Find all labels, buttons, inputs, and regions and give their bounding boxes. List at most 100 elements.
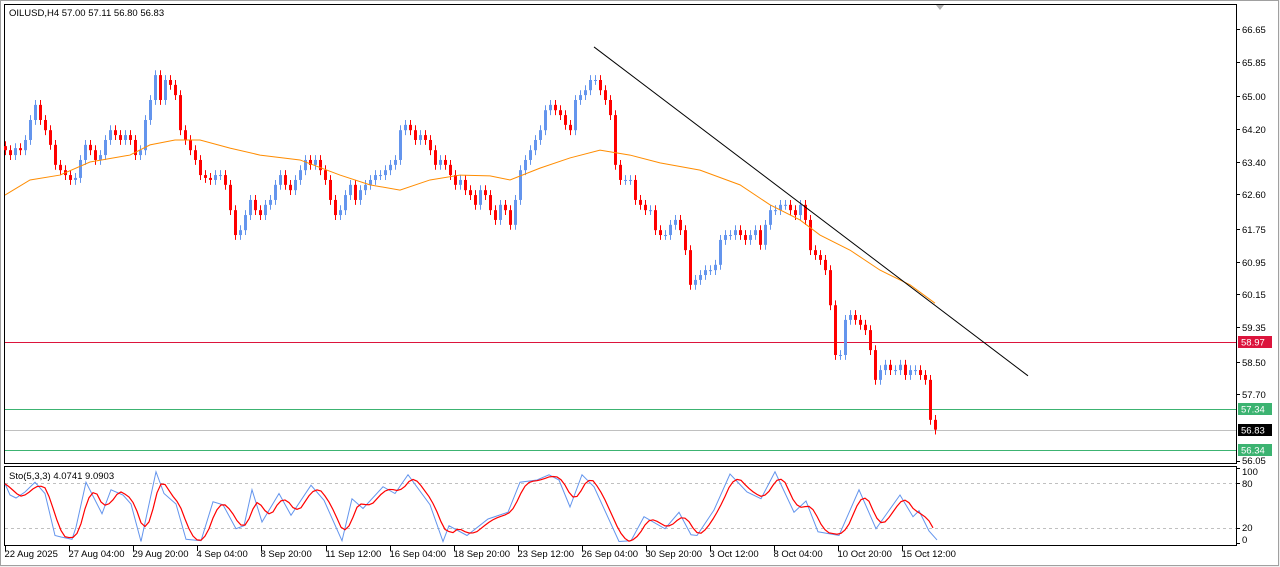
time-tick-label: 15 Oct 12:00: [902, 549, 956, 560]
stochastic-main-line: [4, 469, 938, 543]
moving-average: [4, 139, 936, 304]
bear-candle: [474, 195, 477, 205]
bull-candle: [404, 124, 407, 131]
bear-candle: [94, 150, 97, 160]
bear-candle: [929, 379, 932, 420]
bear-candle: [229, 184, 232, 211]
bull-candle: [84, 144, 87, 160]
bear-candle: [199, 159, 202, 176]
bear-candle: [599, 80, 602, 91]
bear-candle: [904, 364, 907, 375]
time-tick-label: 18 Sep 20:00: [454, 549, 511, 560]
bull-candle: [439, 159, 442, 165]
bull-candle: [884, 364, 887, 371]
price-tick-label: 60.15: [1242, 290, 1266, 301]
bull-candle: [359, 190, 362, 200]
bear-candle: [449, 164, 452, 176]
bear-candle: [444, 159, 447, 165]
bear-candle: [609, 99, 612, 116]
bear-candle: [824, 259, 827, 271]
bull-candle: [779, 204, 782, 211]
bear-candle: [319, 159, 322, 171]
bear-candle: [684, 230, 687, 251]
bear-candle: [204, 175, 207, 178]
time-tick-label: 30 Sep 20:00: [646, 549, 703, 560]
bear-candle: [434, 150, 437, 165]
bear-candle: [559, 110, 562, 116]
price-tick-label: 61.75: [1242, 225, 1266, 236]
stochastic-tick-label: 20: [1242, 523, 1253, 534]
bull-candle: [519, 170, 522, 200]
bull-candle: [374, 175, 377, 180]
bull-candle: [379, 175, 382, 177]
bull-candle: [99, 155, 102, 160]
bear-candle: [254, 199, 257, 211]
bull-candle: [339, 210, 342, 216]
chart-shift-marker-icon[interactable]: [936, 5, 944, 10]
time-axis[interactable]: 22 Aug 2025 27 Aug 04:00 29 Aug 20:00 4 Sep…: [5, 546, 956, 560]
price-tag-resistance: [1238, 336, 1272, 348]
price-tag-label: 56.83: [1241, 426, 1265, 437]
time-tick-label: 10 Oct 20:00: [838, 549, 892, 560]
bear-candle: [489, 195, 492, 211]
bear-candle: [284, 175, 287, 185]
bear-candle: [414, 130, 417, 140]
time-tick-label: 8 Oct 04:00: [774, 549, 823, 560]
bull-candle: [649, 210, 652, 212]
moving-average-line: [4, 139, 936, 304]
bear-candle: [454, 175, 457, 185]
bear-candle: [509, 210, 512, 225]
bear-candle: [54, 144, 57, 165]
bull-candle: [539, 130, 542, 140]
bear-candle: [189, 139, 192, 151]
price-axis[interactable]: 66.65 65.85 65.00 64.20 63.40 62.60 61.75 60.95…: [1236, 25, 1272, 467]
bull-candle: [849, 315, 852, 320]
price-tag-label: 57.34: [1241, 405, 1265, 416]
bull-candle: [914, 370, 917, 372]
time-tick-label: 22 Aug 2025: [5, 549, 58, 560]
horizontal-levels: [5, 342, 1236, 451]
bull-candle: [879, 370, 882, 380]
bull-candle: [899, 364, 902, 371]
bear-candle: [619, 164, 622, 180]
bull-candle: [139, 150, 142, 156]
bull-candle: [499, 204, 502, 220]
main-chart-panel[interactable]: [4, 4, 1237, 464]
bear-candle: [644, 204, 647, 211]
bear-candle: [639, 199, 642, 205]
bull-candle: [274, 184, 277, 200]
bear-candle: [159, 75, 162, 100]
bull-candle: [734, 230, 737, 236]
trendline[interactable]: [593, 46, 1029, 377]
bull-candle: [79, 159, 82, 178]
bull-candle: [724, 235, 727, 240]
bear-candle: [759, 230, 762, 245]
bull-candle: [799, 204, 802, 216]
bear-candle: [789, 204, 792, 211]
bull-candle: [664, 235, 667, 237]
bear-candle: [174, 84, 177, 96]
bear-candle: [194, 150, 197, 160]
bear-candle: [224, 175, 227, 185]
bull-candle: [364, 184, 367, 191]
bull-candle: [784, 204, 787, 206]
bear-candle: [169, 80, 172, 85]
bull-candle: [384, 170, 387, 176]
price-tag-label: 58.97: [1241, 338, 1265, 349]
bear-candle: [934, 419, 937, 430]
bull-candle: [349, 184, 352, 196]
bull-candle: [219, 175, 222, 177]
bear-candle: [469, 190, 472, 196]
bull-candle: [894, 370, 897, 372]
trendline-group[interactable]: [593, 46, 1029, 377]
bull-candle: [589, 80, 592, 91]
bull-candle: [844, 319, 847, 355]
price-tick-label: 56.05: [1242, 456, 1266, 467]
price-tick-label: 63.40: [1242, 158, 1266, 169]
bull-candle: [629, 179, 632, 181]
time-tick-label: 16 Sep 04:00: [390, 549, 447, 560]
bull-candle: [624, 179, 627, 181]
bear-candle: [329, 179, 332, 200]
